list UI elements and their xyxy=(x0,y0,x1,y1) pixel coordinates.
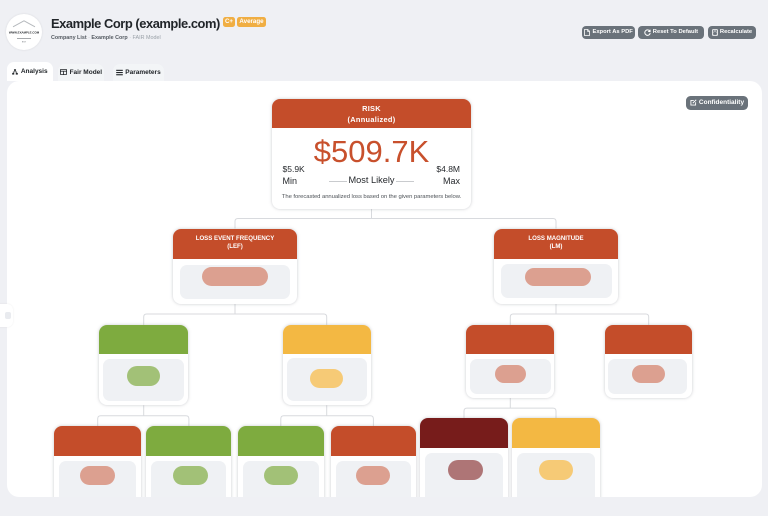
svg-text:WWW.EXAMPLE.COM: WWW.EXAMPLE.COM xyxy=(9,30,40,34)
svg-text:EST: EST xyxy=(22,42,27,44)
